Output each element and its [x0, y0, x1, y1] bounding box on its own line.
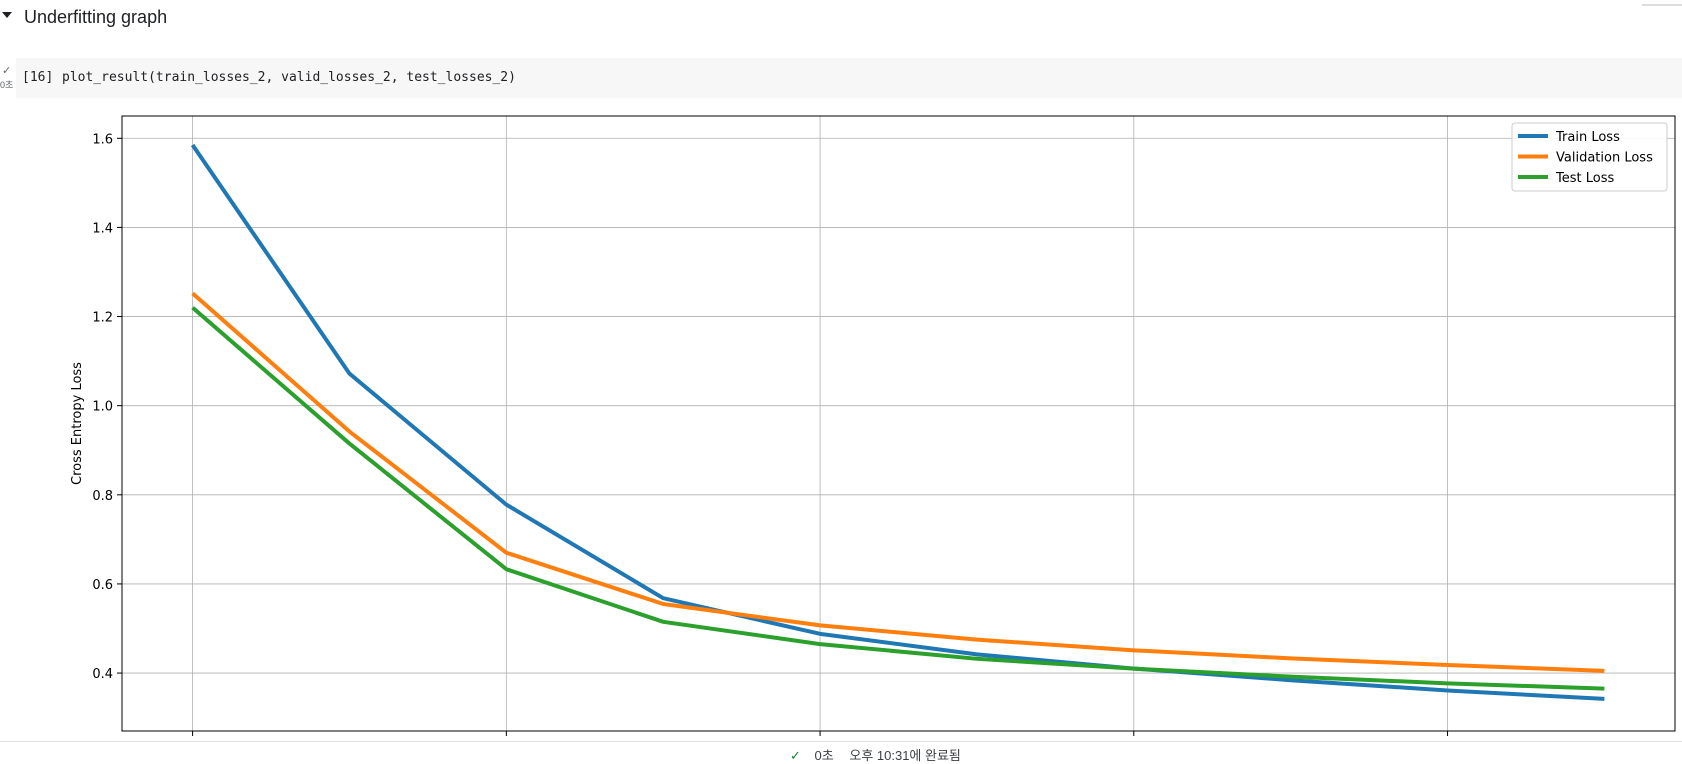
status-bar: ✓ 0초 오후 10:31에 완료됨 — [0, 741, 1682, 764]
plot-frame — [121, 115, 1676, 732]
y-tick-label: 1.0 — [92, 400, 113, 415]
y-tick-label: 1.2 — [92, 311, 113, 326]
cell-run-check-icon: ✓ — [2, 65, 12, 77]
y-tick-label: 0.6 — [92, 578, 113, 593]
corner-divider — [1642, 4, 1682, 6]
status-check-icon: ✓ — [790, 748, 801, 763]
series-line-test-loss — [191, 306, 1605, 691]
y-tick-label: 1.4 — [92, 221, 113, 236]
loss-chart: 0.4 0.6 0.8 1.0 1.2 1.4 1.6 Cross Entropy Loss T… — [70, 115, 1676, 736]
y-tick-label: 1.6 — [92, 132, 113, 147]
collapse-caret-icon[interactable] — [2, 12, 12, 18]
status-duration: 0초 — [814, 748, 834, 763]
status-completed: 오후 10:31에 완료됨 — [849, 748, 961, 763]
legend-label: Test Loss — [1555, 171, 1614, 186]
legend-box — [1511, 122, 1668, 192]
legend-label: Validation Loss — [1556, 151, 1653, 166]
exec-count: [16] — [22, 70, 54, 85]
cell-exec-time: 0초 — [0, 80, 14, 90]
series-line-validation-loss — [191, 291, 1605, 673]
y-tick-label: 0.8 — [92, 489, 113, 504]
code-cell[interactable]: [16] plot_result(train_losses_2, valid_l… — [16, 58, 1682, 98]
code-text[interactable]: plot_result(train_losses_2, valid_losses… — [62, 70, 516, 85]
legend-label: Train Loss — [1555, 130, 1620, 145]
section-title: Underfitting graph — [24, 7, 168, 27]
series-line-train-loss — [190, 143, 1605, 701]
y-axis-label: Cross Entropy Loss — [70, 362, 85, 485]
y-tick-label: 0.4 — [92, 667, 113, 682]
